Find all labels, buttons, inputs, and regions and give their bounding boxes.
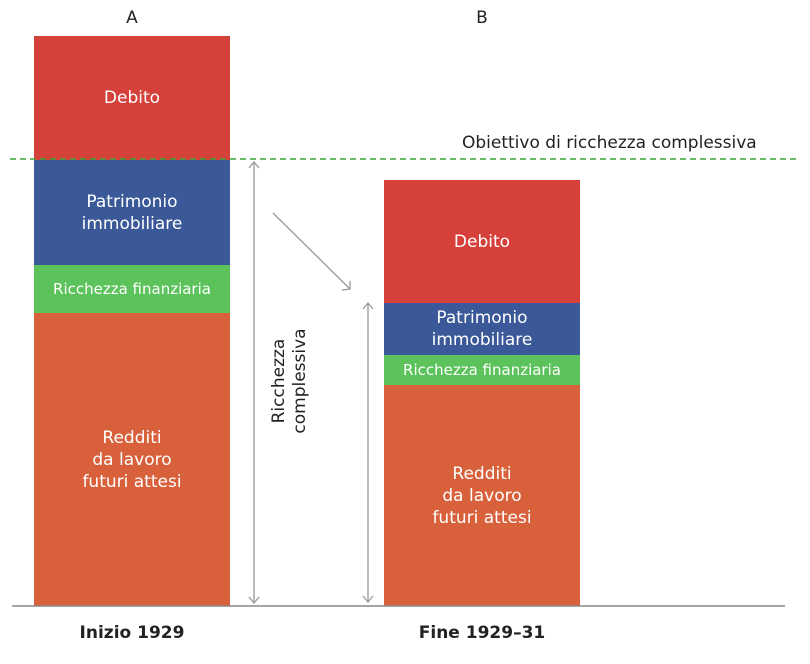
wealth-arrow-a [248,160,260,605]
wealth-label: Ricchezza complessiva [269,328,310,434]
column-b-label: Fine 1929–31 [418,623,546,643]
bar-b-redditi: Redditi da lavoro futuri attesi [384,385,580,606]
column-a-label: Inizio 1929 [79,623,185,643]
bar-a-finanziaria: Ricchezza finanziaria [34,265,230,313]
bar-b-patrimonio: Patrimonio immobiliare [384,303,580,355]
bar-a-patrimonio: Patrimonio immobiliare [34,160,230,265]
bar-a-redditi: Redditi da lavoro futuri attesi [34,313,230,606]
wealth-arrow-b [362,301,374,604]
column-b-letter: B [476,8,488,28]
column-a-letter: A [126,8,138,28]
bar-b-finanziaria: Ricchezza finanziaria [384,355,580,385]
bar-a-debito: Debito [34,36,230,160]
bar-b-debito: Debito [384,180,580,303]
target-line-label: Obiettivo di ricchezza complessiva [462,133,757,153]
decline-arrow [272,212,351,291]
